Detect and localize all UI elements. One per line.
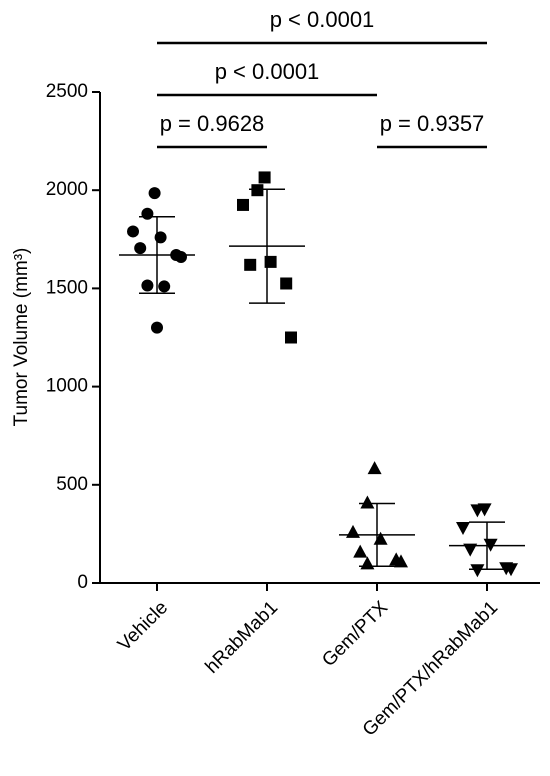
data-point — [463, 543, 478, 557]
data-point — [470, 504, 485, 518]
x-tick-label: hRabMab1 — [202, 597, 283, 678]
data-point — [251, 184, 264, 197]
data-point — [141, 279, 154, 292]
x-tick-label: Vehicle — [114, 597, 172, 655]
data-point — [127, 225, 139, 238]
data-point — [141, 207, 154, 220]
data-point — [470, 564, 485, 578]
comparison-label: p = 0.9357 — [380, 111, 485, 136]
data-point — [360, 556, 375, 570]
comparison-label: p = 0.9628 — [160, 111, 265, 136]
y-axis-label: Tumor Volume (mm³) — [11, 248, 32, 427]
data-point — [280, 277, 293, 290]
data-point — [394, 554, 408, 568]
comparison-label: p < 0.0001 — [270, 7, 375, 32]
data-point — [151, 321, 163, 334]
data-point — [373, 531, 388, 545]
data-point — [346, 524, 360, 538]
data-point — [456, 522, 470, 536]
y-tick-label: 500 — [56, 474, 88, 495]
data-point — [360, 495, 375, 509]
data-point — [258, 171, 271, 184]
y-tick-label: 2500 — [46, 81, 88, 102]
y-tick-label: 2000 — [46, 179, 88, 200]
y-tick-label: 1000 — [46, 376, 88, 397]
comparison-label: p < 0.0001 — [215, 59, 320, 84]
data-point — [244, 258, 257, 271]
data-point — [504, 563, 518, 577]
data-point — [134, 242, 147, 255]
data-point — [175, 250, 187, 263]
data-point — [264, 255, 277, 268]
y-tick-label: 0 — [77, 572, 88, 593]
data-point — [367, 461, 382, 475]
x-tick-label: Gem/PTX — [318, 597, 392, 671]
data-point — [353, 544, 368, 558]
data-point — [148, 187, 161, 200]
data-point — [158, 280, 171, 293]
data-point — [285, 331, 297, 344]
data-point — [237, 198, 249, 211]
y-tick-label: 1500 — [46, 277, 88, 298]
